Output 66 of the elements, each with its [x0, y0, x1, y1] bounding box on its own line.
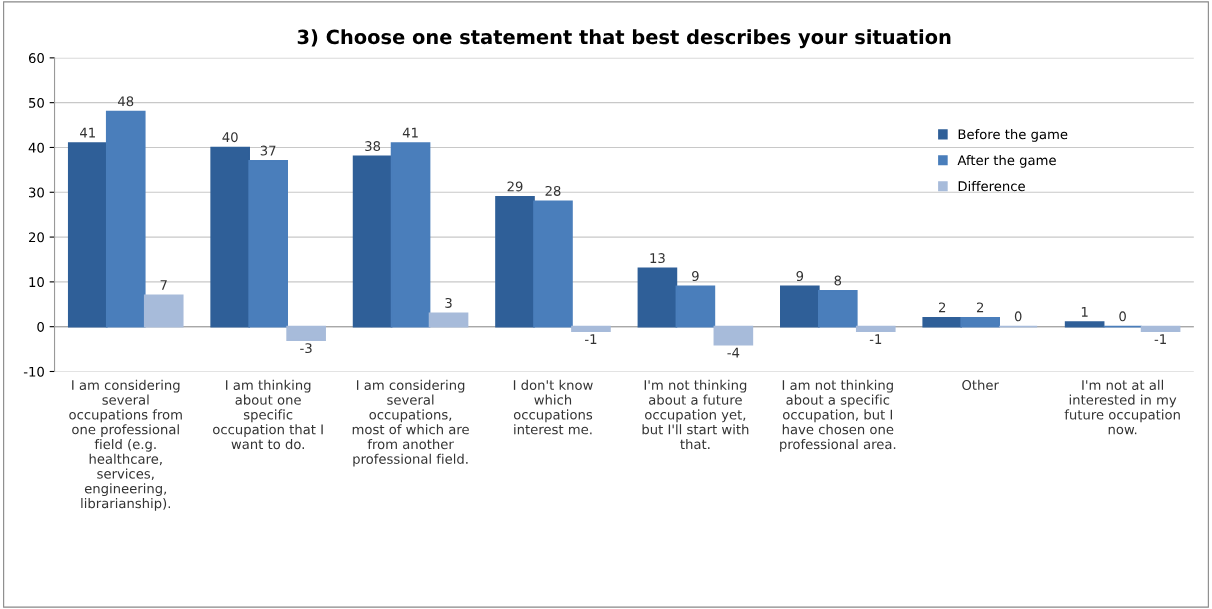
bar [779, 285, 820, 328]
bar [105, 110, 146, 328]
data-label: 9 [692, 271, 699, 282]
bar [428, 312, 469, 328]
bar [210, 146, 251, 328]
data-label: 2 [976, 302, 984, 313]
data-label: 29 [507, 181, 523, 192]
y-tick-label: 60 [28, 53, 44, 64]
bar [960, 316, 1001, 328]
bar [533, 200, 573, 328]
bar [637, 267, 678, 328]
data-label: -3 [300, 343, 312, 354]
bar [713, 325, 754, 346]
bar [922, 316, 963, 328]
data-label: 3 [445, 297, 452, 308]
data-label: -1 [869, 334, 882, 344]
bar [143, 294, 184, 328]
data-label: 7 [160, 280, 167, 290]
y-tick-label: 50 [29, 97, 44, 108]
bar [855, 325, 896, 333]
x-tick-label: I am thinking about one specific occupation that I want to do. [213, 379, 323, 450]
data-label: 1 [1081, 307, 1088, 317]
data-label: 28 [545, 185, 561, 196]
x-tick-label: I'm not at all interested in my future occupation now. [1064, 379, 1180, 435]
data-label: -1 [585, 334, 597, 344]
y-tick-label: 0 [37, 321, 44, 332]
data-label: 13 [650, 253, 665, 264]
y-tick-label: 20 [28, 232, 44, 243]
x-tick-label: Other [962, 379, 999, 391]
data-label: 38 [365, 141, 381, 152]
data-label: 2 [939, 302, 946, 313]
data-label: 0 [1119, 311, 1126, 322]
data-label: 40 [222, 132, 238, 143]
data-label: 37 [260, 145, 276, 156]
data-label: 48 [118, 96, 134, 107]
data-label: 0 [1014, 311, 1022, 322]
data-label: -4 [727, 347, 740, 358]
bar [675, 285, 716, 328]
data-label: -1 [1154, 334, 1166, 344]
legend-label: Difference [958, 180, 1025, 192]
x-tick-label: I am considering several occupations, most of which are from another professional field. [352, 379, 469, 467]
legend-label: After the game [957, 154, 1056, 168]
bar [67, 142, 108, 328]
chart-title: 3) Choose one statement that best describes your situation [297, 29, 951, 49]
x-tick-label: I don't know which occupations interest me. [513, 379, 593, 435]
bar [495, 195, 535, 328]
data-label: 41 [402, 127, 418, 138]
data-label: 9 [796, 271, 804, 282]
x-tick-label: I'm not thinking about a future occupation yet, but I'll start with that. [642, 379, 749, 450]
y-tick-label: 40 [28, 142, 44, 153]
y-tick-label: 10 [29, 277, 44, 288]
category-label: I am considering several occupations from one professional field (e.g. healthcare, services, engineering, librarianship). [69, 379, 182, 511]
bar [1140, 325, 1181, 333]
bar [286, 325, 326, 341]
bar [817, 290, 858, 328]
data-label: 8 [834, 275, 842, 286]
bar [390, 142, 431, 328]
x-tick-label: I am not thinking about a specific occupation, but I have chosen one professional area. [780, 379, 896, 452]
data-label: 41 [80, 127, 95, 138]
legend-label: Before the game [958, 129, 1068, 142]
bar [1064, 321, 1105, 328]
bar [352, 155, 393, 328]
bar [248, 160, 288, 328]
y-tick-label: 30 [29, 187, 44, 198]
y-tick-label: -10 [23, 366, 44, 377]
bar [571, 325, 611, 333]
